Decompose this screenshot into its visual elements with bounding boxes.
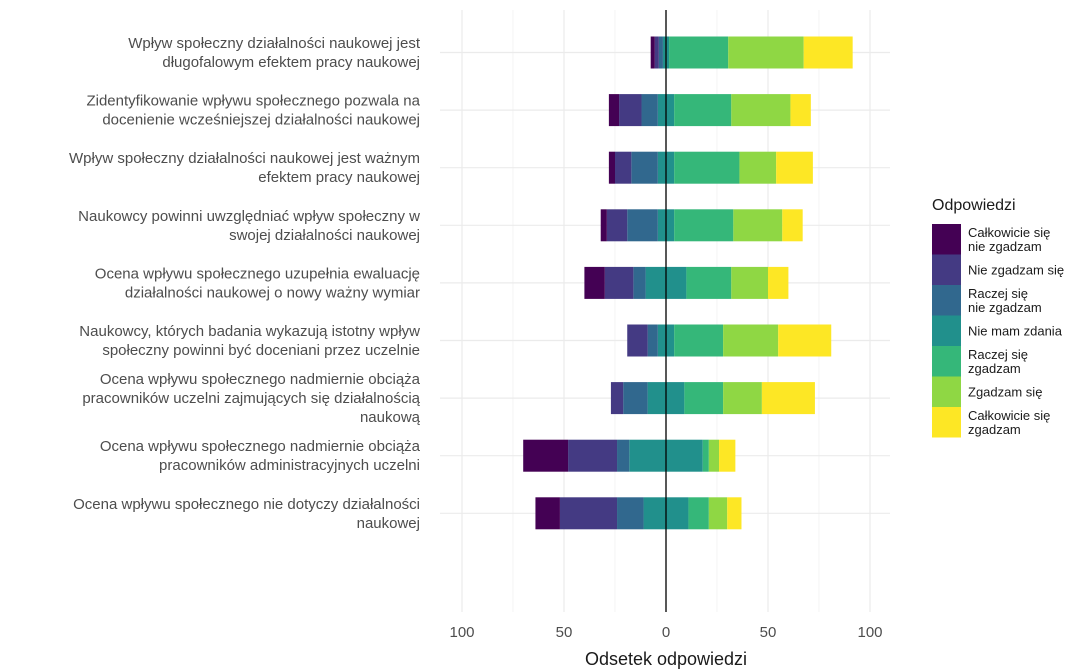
- bar-segment: [633, 266, 646, 299]
- legend-key: [932, 315, 961, 346]
- bar-segment: [674, 94, 732, 127]
- bar-segment: [728, 36, 804, 69]
- bar-segment: [768, 266, 789, 299]
- category-label: Naukowcy powinni uwzględniać wpływ społe…: [78, 208, 420, 244]
- bar-segment: [669, 36, 729, 69]
- bar-segment: [688, 497, 709, 530]
- category-label: Wpływ społeczny działalności naukowej je…: [69, 150, 420, 186]
- legend-key: [932, 254, 961, 285]
- legend-label: Całkowicie się nie zgadzam: [968, 225, 1050, 254]
- bar-segment: [776, 151, 813, 184]
- category-label: Wpływ społeczny działalności naukowej je…: [128, 35, 421, 71]
- legend-label: Raczej się nie zgadzam: [968, 286, 1042, 315]
- bar-segment: [617, 497, 644, 530]
- bar-segment: [608, 151, 615, 184]
- bar-segment: [627, 209, 658, 242]
- bar-segment: [641, 94, 658, 127]
- bar-segment: [523, 439, 569, 472]
- bar-segment: [761, 382, 815, 415]
- category-label: Ocena wpływu społecznego nadmiernie obci…: [100, 438, 421, 474]
- bar-segment: [604, 266, 634, 299]
- category-label: Ocena wpływu społecznego uzupełnia ewalu…: [95, 265, 420, 301]
- bar-segment: [739, 151, 777, 184]
- bar-segment: [719, 439, 736, 472]
- legend-key: [932, 285, 961, 316]
- category-label: Ocena wpływu społecznego nadmiernie obci…: [82, 371, 420, 426]
- bar-segment: [606, 209, 628, 242]
- category-labels: Wpływ społeczny działalności naukowej je…: [69, 35, 421, 532]
- x-tick-label: 100: [857, 624, 882, 641]
- bar-segment: [654, 36, 659, 69]
- bar-segment: [658, 36, 663, 69]
- bar-segment: [600, 209, 607, 242]
- legend-key: [932, 346, 961, 377]
- bar-segment: [727, 497, 742, 530]
- bar-segment: [584, 266, 605, 299]
- category-label: Naukowcy, których badania wykazują istot…: [79, 323, 420, 359]
- legend-title: Odpowiedzi: [932, 197, 1016, 214]
- legend-key: [932, 407, 961, 438]
- bar-segment: [684, 382, 724, 415]
- bar-segment: [610, 382, 624, 415]
- category-label: Zidentyfikowanie wpływu społecznego pozw…: [86, 93, 420, 129]
- bar-segment: [623, 382, 648, 415]
- bar-segment: [535, 497, 560, 530]
- x-tick-label: 0: [662, 624, 670, 641]
- bar-segment: [723, 382, 762, 415]
- x-tick-label: 50: [760, 624, 777, 641]
- bars: [523, 36, 853, 530]
- bar-segment: [733, 209, 783, 242]
- legend-label: Raczej się zgadzam: [968, 347, 1028, 376]
- bar-segment: [708, 497, 728, 530]
- bar-segment: [702, 439, 709, 472]
- legend-label: Nie mam zdania: [968, 323, 1063, 338]
- legend-key: [932, 376, 961, 407]
- legend-key: [932, 224, 961, 255]
- bar-segment: [615, 151, 632, 184]
- bar-segment: [650, 36, 655, 69]
- bar-segment: [731, 94, 791, 127]
- bar-segment: [708, 439, 720, 472]
- x-axis-ticks: 100 50 0 50 100: [449, 624, 882, 641]
- bar-segment: [803, 36, 853, 69]
- x-tick-label: 100: [449, 624, 474, 641]
- bar-segment: [619, 94, 642, 127]
- legend-label: Całkowicie się zgadzam: [968, 408, 1050, 437]
- bar-segment: [627, 324, 648, 357]
- bar-segment: [608, 94, 620, 127]
- x-axis-title: Odsetek odpowiedzi: [585, 649, 747, 669]
- bar-segment: [617, 439, 630, 472]
- bar-segment: [731, 266, 768, 299]
- bar-segment: [790, 94, 811, 127]
- bar-segment: [686, 266, 732, 299]
- x-tick-label: 50: [556, 624, 573, 641]
- legend-label: Zgadzam się: [968, 384, 1042, 399]
- bar-segment: [674, 209, 734, 242]
- bar-segment: [723, 324, 779, 357]
- bar-segment: [647, 324, 658, 357]
- legend: Odpowiedzi Całkowicie się nie zgadzam Nie z…: [932, 197, 1064, 438]
- bar-segment: [631, 151, 658, 184]
- bar-segment: [674, 151, 740, 184]
- bar-segment: [674, 324, 724, 357]
- bar-segment: [782, 209, 803, 242]
- bar-segment: [778, 324, 832, 357]
- bar-segment: [568, 439, 618, 472]
- category-label: Ocena wpływu społecznego nie dotyczy dzi…: [73, 496, 420, 532]
- bar-segment: [559, 497, 618, 530]
- legend-label: Nie zgadzam się: [968, 262, 1064, 277]
